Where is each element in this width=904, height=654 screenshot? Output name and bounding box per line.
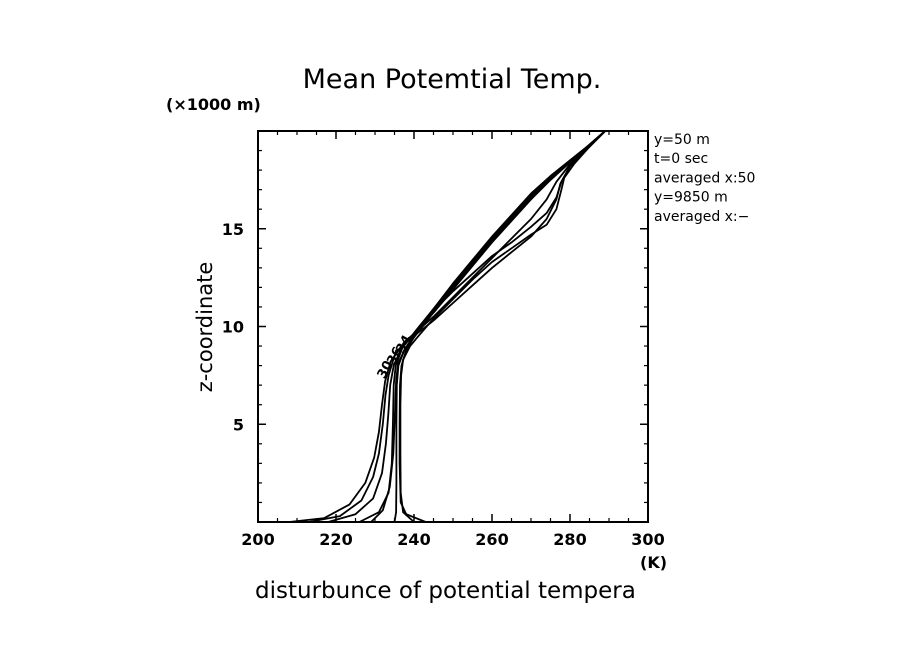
profile-lines	[289, 130, 606, 523]
series-line-8	[399, 130, 606, 523]
x-axis-unit: (K)	[640, 553, 667, 572]
contour-label: 36	[384, 345, 406, 368]
x-tick-label: 260	[475, 530, 508, 549]
y-tick-label: 15	[222, 220, 244, 239]
x-tick-label: 200	[241, 530, 274, 549]
y-axis-label: z-coordinate	[193, 262, 217, 393]
series-line-6	[289, 130, 606, 523]
x-axis-label: disturbunce of potential tempera	[255, 578, 636, 604]
y-axis-ticks: 5 10 15	[222, 149, 648, 504]
y-axis-unit: (×1000 m)	[166, 95, 261, 114]
legend-entry: averaged x:−	[654, 209, 749, 225]
x-axis-ticks: 200 220 240 260 280 300	[241, 131, 665, 549]
x-tick-label: 220	[319, 530, 352, 549]
x-tick-label: 300	[631, 530, 664, 549]
series-line-7	[370, 130, 606, 523]
x-tick-label: 280	[553, 530, 586, 549]
legend-entry: t=0 sec	[654, 151, 708, 167]
series-line-4	[327, 130, 606, 523]
chart-title: Mean Potemtial Temp.	[303, 64, 602, 95]
contour-label: 34	[393, 333, 415, 356]
legend: y=50 m t=0 sec averaged x:50 y=9850 m averag…	[654, 132, 755, 225]
legend-entry: averaged x:50	[654, 170, 755, 186]
legend-entry: y=50 m	[654, 132, 710, 148]
series-line-1	[398, 130, 606, 523]
plot-frame	[257, 130, 649, 523]
y-tick-label: 5	[233, 415, 244, 434]
y-tick-label: 10	[222, 318, 244, 337]
x-tick-label: 240	[397, 530, 430, 549]
contour-label: 30	[375, 358, 397, 381]
legend-entry: y=9850 m	[654, 190, 728, 206]
